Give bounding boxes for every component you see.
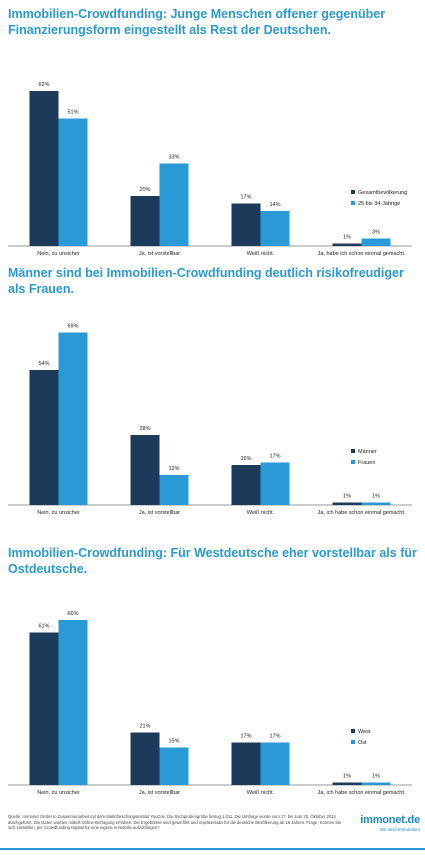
data-label: 17% — [269, 454, 280, 460]
bar — [58, 332, 88, 505]
bottom-rule — [0, 848, 425, 850]
legend-label: 25 bis 34-Jährige — [358, 201, 400, 207]
x-tick-label: Ja, ich habe schon einmal gemacht. — [318, 790, 406, 796]
x-tick-label: Ja, ist vorstellbar — [139, 510, 180, 516]
data-label: 17% — [240, 195, 251, 201]
bar — [29, 370, 59, 505]
data-label: 1% — [343, 494, 351, 500]
chart-title: Männer sind bei Immobilien-Crowdfunding … — [8, 266, 404, 296]
x-tick-label: Ja, ist vorstellbar — [139, 790, 180, 796]
source-note: Quelle: Immonet GmbH in Zusammenarbeit m… — [8, 814, 342, 831]
legend-swatch — [351, 729, 355, 733]
x-tick-label: Nein, zu unsicher — [37, 790, 80, 796]
chart-section-2: Männer sind bei Immobilien-Crowdfunding … — [0, 265, 425, 520]
data-label: 1% — [372, 774, 380, 780]
data-label: 62% — [38, 82, 49, 88]
chart-section-3: Immobilien-Crowdfunding: Für Westdeutsch… — [0, 545, 425, 805]
bar — [361, 238, 391, 246]
bar — [332, 782, 362, 785]
legend-swatch — [351, 201, 355, 205]
data-label: 17% — [240, 734, 251, 740]
legend-swatch — [351, 460, 355, 464]
bar — [332, 502, 362, 505]
data-label: 14% — [269, 202, 280, 208]
legend-label: Gesamtbevölkerung — [358, 190, 407, 196]
legend-label: Ost — [358, 740, 367, 746]
data-label: 16% — [240, 456, 251, 462]
bar — [58, 620, 88, 785]
bar — [130, 732, 160, 785]
bar-chart: 62% 51% Nein, zu unsicher 20% 33% Ja, ist vor… — [8, 82, 412, 257]
data-label: 54% — [38, 361, 49, 367]
legend-label: Frauen — [358, 460, 375, 466]
bar-chart: 54% 69% Nein, zu unsicher 28% 12% Ja, ist vor… — [8, 324, 412, 516]
legend-label: West — [358, 729, 371, 735]
legend-swatch — [351, 740, 355, 744]
x-tick-label: Weiß nicht. — [247, 251, 275, 257]
bar — [29, 91, 59, 246]
data-label: 51% — [67, 110, 78, 116]
bar — [130, 435, 160, 505]
x-tick-label: Weiß nicht. — [247, 790, 275, 796]
bar — [159, 747, 189, 785]
chart-title: Immobilien-Crowdfunding: Junge Menschen … — [8, 7, 386, 37]
data-label: 1% — [343, 774, 351, 780]
bar — [159, 163, 189, 246]
data-label: 17% — [269, 734, 280, 740]
data-label: 15% — [168, 739, 179, 745]
data-label: 1% — [372, 494, 380, 500]
bar — [231, 203, 261, 246]
data-label: 69% — [67, 324, 78, 330]
x-tick-label: Ja, habe ich schon einmal gemacht. — [318, 251, 406, 257]
bar — [361, 502, 391, 505]
bar — [130, 196, 160, 246]
bar — [332, 243, 362, 246]
bar — [231, 465, 261, 505]
bar — [58, 118, 88, 246]
bar — [260, 742, 290, 785]
legend-swatch — [351, 190, 355, 194]
bar — [29, 632, 59, 785]
bar — [231, 742, 261, 785]
x-tick-label: Nein, zu unsicher — [37, 510, 80, 516]
logo-text: immonet.de — [360, 814, 420, 826]
data-label: 3% — [372, 230, 380, 236]
x-tick-label: Weiß nicht. — [247, 510, 275, 516]
data-label: 28% — [139, 426, 150, 432]
data-label: 1% — [343, 235, 351, 241]
data-label: 33% — [168, 155, 179, 161]
x-tick-label: Ja, ich habe schon einmal gemacht. — [318, 510, 406, 516]
data-label: 21% — [139, 724, 150, 730]
bar — [260, 211, 290, 246]
logo-tagline: Wir sind Immobilien — [379, 827, 420, 832]
data-label: 12% — [168, 466, 179, 472]
chart-title: Immobilien-Crowdfunding: Für Westdeutsch… — [8, 546, 417, 576]
bar — [260, 462, 290, 505]
chart-section-1: Immobilien-Crowdfunding: Junge Menschen … — [0, 6, 425, 261]
data-label: 20% — [139, 187, 150, 193]
data-label: 61% — [38, 624, 49, 630]
brand-logo[interactable]: immonet.de Wir sind Immobilien — [358, 814, 420, 832]
bar — [361, 782, 391, 785]
x-tick-label: Nein, zu unsicher — [37, 251, 80, 257]
legend-label: Männer — [358, 449, 377, 455]
data-label: 66% — [67, 611, 78, 617]
x-tick-label: Ja, ist vorstellbar — [139, 251, 180, 257]
bar — [159, 475, 189, 505]
bar-chart: 61% 66% Nein, zu unsicher 21% 15% Ja, ist vor… — [8, 611, 412, 796]
legend-swatch — [351, 449, 355, 453]
